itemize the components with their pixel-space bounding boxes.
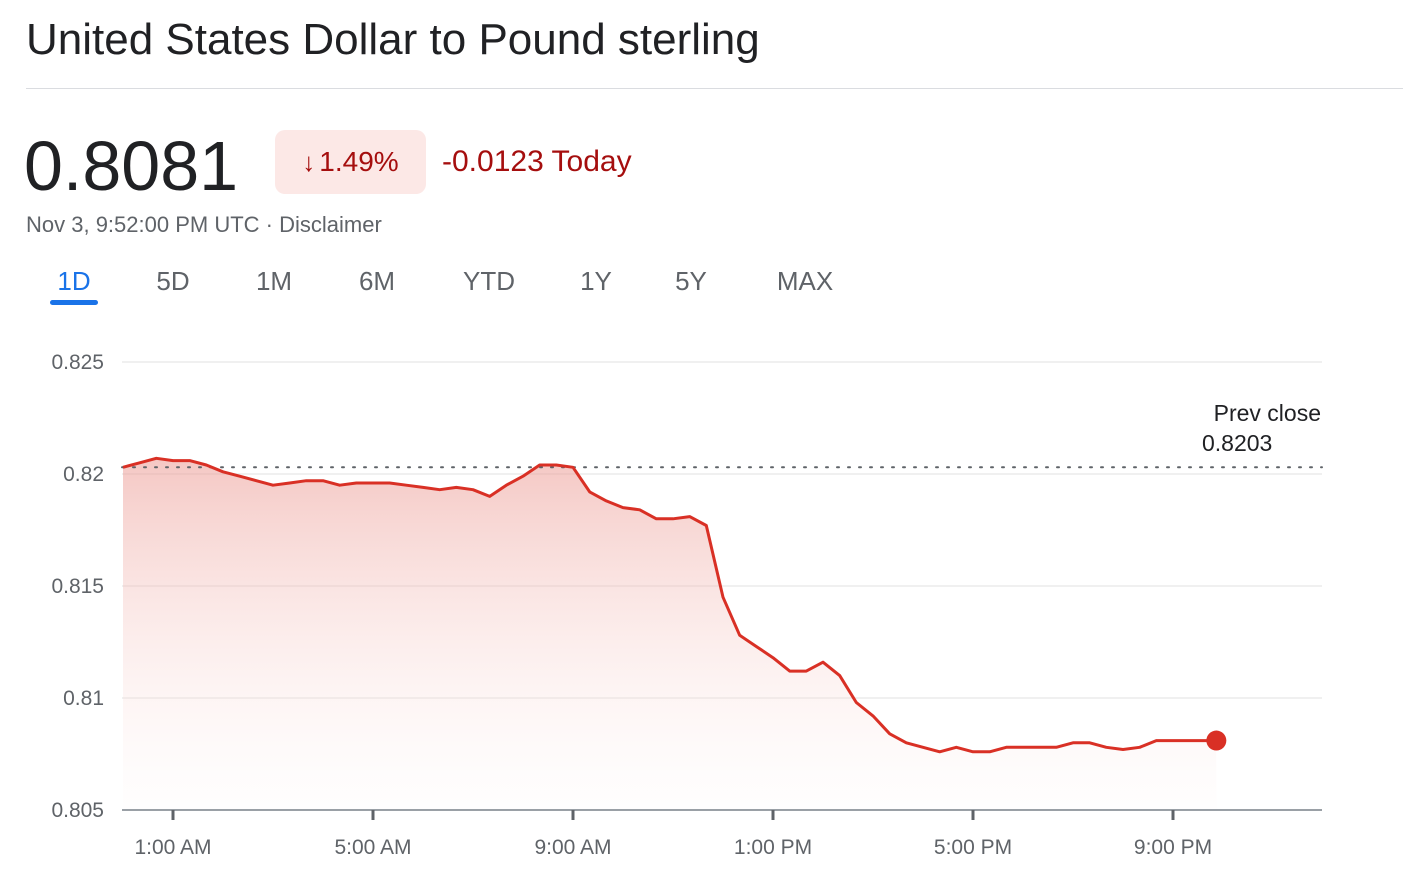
tab-1d[interactable]: 1D xyxy=(57,266,91,296)
change-percent-badge: ↓ 1.49% xyxy=(275,130,426,194)
tab-6m[interactable]: 6M xyxy=(358,266,396,296)
tab-5d[interactable]: 5D xyxy=(156,266,190,296)
x-tick-label: 9:00 PM xyxy=(1134,836,1212,859)
tab-max[interactable]: MAX xyxy=(776,266,834,296)
x-tick-label: 9:00 AM xyxy=(534,836,611,859)
x-tick-label: 5:00 PM xyxy=(934,836,1012,859)
page-title: United States Dollar to Pound sterling xyxy=(26,15,760,64)
y-axis-ticks: 0.825 0.82 0.815 0.81 0.805 xyxy=(51,351,104,822)
y-tick-label: 0.805 xyxy=(51,799,104,822)
timestamp-line: Nov 3, 9:52:00 PM UTC · Disclaimer xyxy=(26,210,382,240)
x-axis-ticks: 1:00 AM 5:00 AM 9:00 AM 1:00 PM 5:00 PM 9:00 … xyxy=(134,810,1212,859)
x-tick-label: 1:00 PM xyxy=(734,836,812,859)
change-percent: 1.49% xyxy=(319,146,399,177)
header-divider xyxy=(26,88,1403,89)
current-price: 0.8081 xyxy=(24,127,239,205)
down-arrow-icon: ↓ xyxy=(302,146,316,177)
tab-5y[interactable]: 5Y xyxy=(675,266,707,296)
x-tick-label: 1:00 AM xyxy=(134,836,211,859)
y-tick-label: 0.81 xyxy=(63,687,104,710)
tab-1m[interactable]: 1M xyxy=(255,266,293,296)
separator: · xyxy=(265,212,273,237)
prev-close-label: Prev close xyxy=(1214,400,1321,426)
tab-1y[interactable]: 1Y xyxy=(580,266,612,296)
timestamp: Nov 3, 9:52:00 PM UTC xyxy=(26,212,260,237)
active-tab-indicator xyxy=(50,300,98,305)
x-tick-label: 5:00 AM xyxy=(334,836,411,859)
change-today: -0.0123 Today xyxy=(442,145,632,178)
disclaimer-link[interactable]: Disclaimer xyxy=(279,212,382,237)
area-fill xyxy=(123,458,1217,810)
last-point-marker[interactable] xyxy=(1206,730,1227,751)
tab-ytd[interactable]: YTD xyxy=(463,266,515,296)
y-tick-label: 0.825 xyxy=(51,351,104,374)
prev-close-value: 0.8203 xyxy=(1202,430,1272,456)
series-line xyxy=(122,456,1217,754)
y-tick-label: 0.82 xyxy=(63,463,104,486)
range-tabs: 1D 5D 1M 6M YTD 1Y 5Y MAX xyxy=(0,262,900,306)
y-tick-label: 0.815 xyxy=(51,575,104,598)
